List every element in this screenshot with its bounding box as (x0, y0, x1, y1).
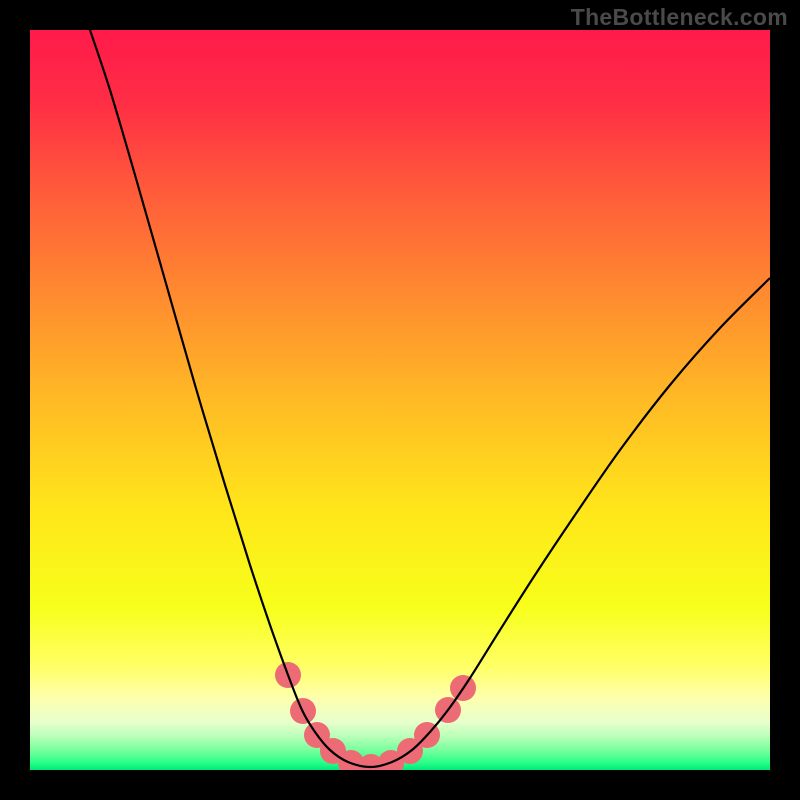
bottleneck-chart (30, 30, 770, 770)
watermark-text: TheBottleneck.com (571, 4, 788, 31)
